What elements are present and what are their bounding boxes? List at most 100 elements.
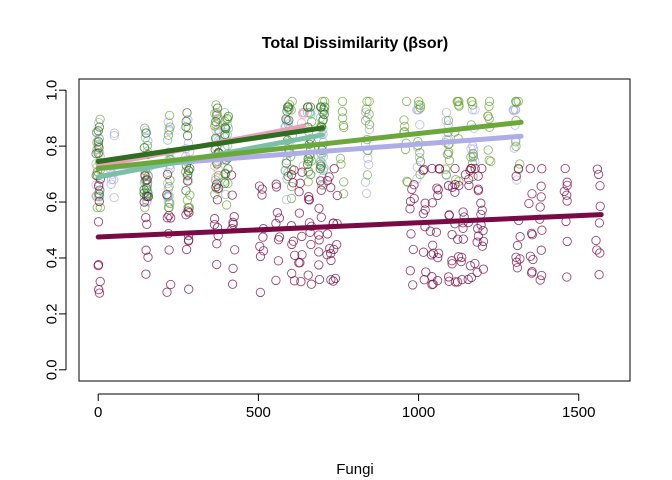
data-point xyxy=(467,100,478,110)
data-point xyxy=(211,107,221,118)
data-point xyxy=(271,275,281,286)
data-point xyxy=(230,245,240,255)
data-point xyxy=(220,116,230,127)
data-point xyxy=(361,188,372,199)
data-point xyxy=(432,183,442,193)
data-point xyxy=(473,184,484,194)
data-point xyxy=(463,274,473,285)
data-point xyxy=(484,155,494,165)
data-point xyxy=(282,102,293,112)
data-point xyxy=(317,158,327,168)
data-point xyxy=(163,117,173,127)
data-point xyxy=(473,171,483,181)
data-point xyxy=(220,178,230,188)
data-point xyxy=(229,211,239,222)
data-point xyxy=(361,104,371,114)
data-point xyxy=(166,213,176,223)
data-point xyxy=(319,109,329,120)
data-point xyxy=(94,196,104,207)
data-point xyxy=(314,203,324,213)
data-point xyxy=(464,180,474,191)
data-point xyxy=(408,244,418,255)
data-point xyxy=(143,252,153,262)
data-point xyxy=(477,205,487,215)
data-point xyxy=(226,170,237,180)
data-point xyxy=(325,243,335,254)
data-point xyxy=(594,270,604,280)
data-point xyxy=(484,114,494,124)
data-point xyxy=(211,110,222,121)
data-point xyxy=(473,223,483,234)
data-point xyxy=(287,239,297,250)
data-point xyxy=(512,263,523,273)
data-point xyxy=(414,96,424,107)
data-point xyxy=(162,213,172,223)
data-point xyxy=(314,260,324,270)
data-point xyxy=(536,245,546,255)
data-point xyxy=(221,123,231,134)
data-point xyxy=(258,246,269,256)
data-point xyxy=(142,140,153,151)
data-point xyxy=(562,177,572,187)
data-point xyxy=(297,231,307,242)
y-tick-label: 1.0 xyxy=(44,80,61,101)
data-point xyxy=(228,217,238,228)
data-point xyxy=(337,113,348,123)
data-point xyxy=(284,100,295,110)
data-point xyxy=(401,96,412,107)
data-point xyxy=(221,200,232,210)
data-point xyxy=(320,102,330,112)
data-point xyxy=(220,122,230,133)
data-point xyxy=(441,107,452,118)
data-point xyxy=(209,219,220,230)
data-point xyxy=(332,190,342,201)
data-point xyxy=(536,192,546,202)
data-point xyxy=(227,279,238,289)
data-point xyxy=(315,159,325,170)
data-point xyxy=(432,275,443,286)
data-point xyxy=(478,225,488,236)
data-point xyxy=(441,169,451,180)
data-point xyxy=(362,170,373,180)
data-point xyxy=(470,163,480,174)
data-point xyxy=(212,259,222,270)
data-point xyxy=(184,165,194,176)
data-point xyxy=(302,159,313,170)
data-point xyxy=(257,184,267,194)
data-point xyxy=(211,119,221,130)
data-point xyxy=(306,279,317,289)
data-point xyxy=(109,130,119,141)
data-point xyxy=(106,179,116,189)
data-point xyxy=(182,195,193,205)
data-point xyxy=(535,202,545,212)
data-point xyxy=(560,163,570,174)
data-point xyxy=(484,96,495,107)
data-point xyxy=(466,272,477,283)
data-point xyxy=(458,207,468,217)
data-point xyxy=(274,213,285,223)
data-point xyxy=(95,202,105,213)
data-point xyxy=(592,245,602,255)
trend-layer xyxy=(95,119,604,240)
data-point xyxy=(212,239,222,249)
data-point xyxy=(511,141,521,151)
data-point xyxy=(255,287,266,298)
x-axis-label: Fungi xyxy=(336,461,374,478)
data-point xyxy=(458,223,468,233)
data-point xyxy=(415,147,425,158)
data-point xyxy=(477,163,487,174)
data-point xyxy=(326,182,336,193)
y-tick-label: 0.4 xyxy=(44,248,61,269)
data-point xyxy=(511,257,522,267)
data-point xyxy=(304,107,314,118)
data-point xyxy=(258,232,268,242)
data-point xyxy=(95,114,105,124)
data-point xyxy=(183,236,194,246)
data-point xyxy=(184,284,194,294)
data-point xyxy=(319,163,329,173)
data-point xyxy=(512,175,522,185)
data-point xyxy=(257,190,267,200)
data-point xyxy=(595,201,605,211)
data-point xyxy=(271,182,282,192)
data-point xyxy=(297,167,307,177)
